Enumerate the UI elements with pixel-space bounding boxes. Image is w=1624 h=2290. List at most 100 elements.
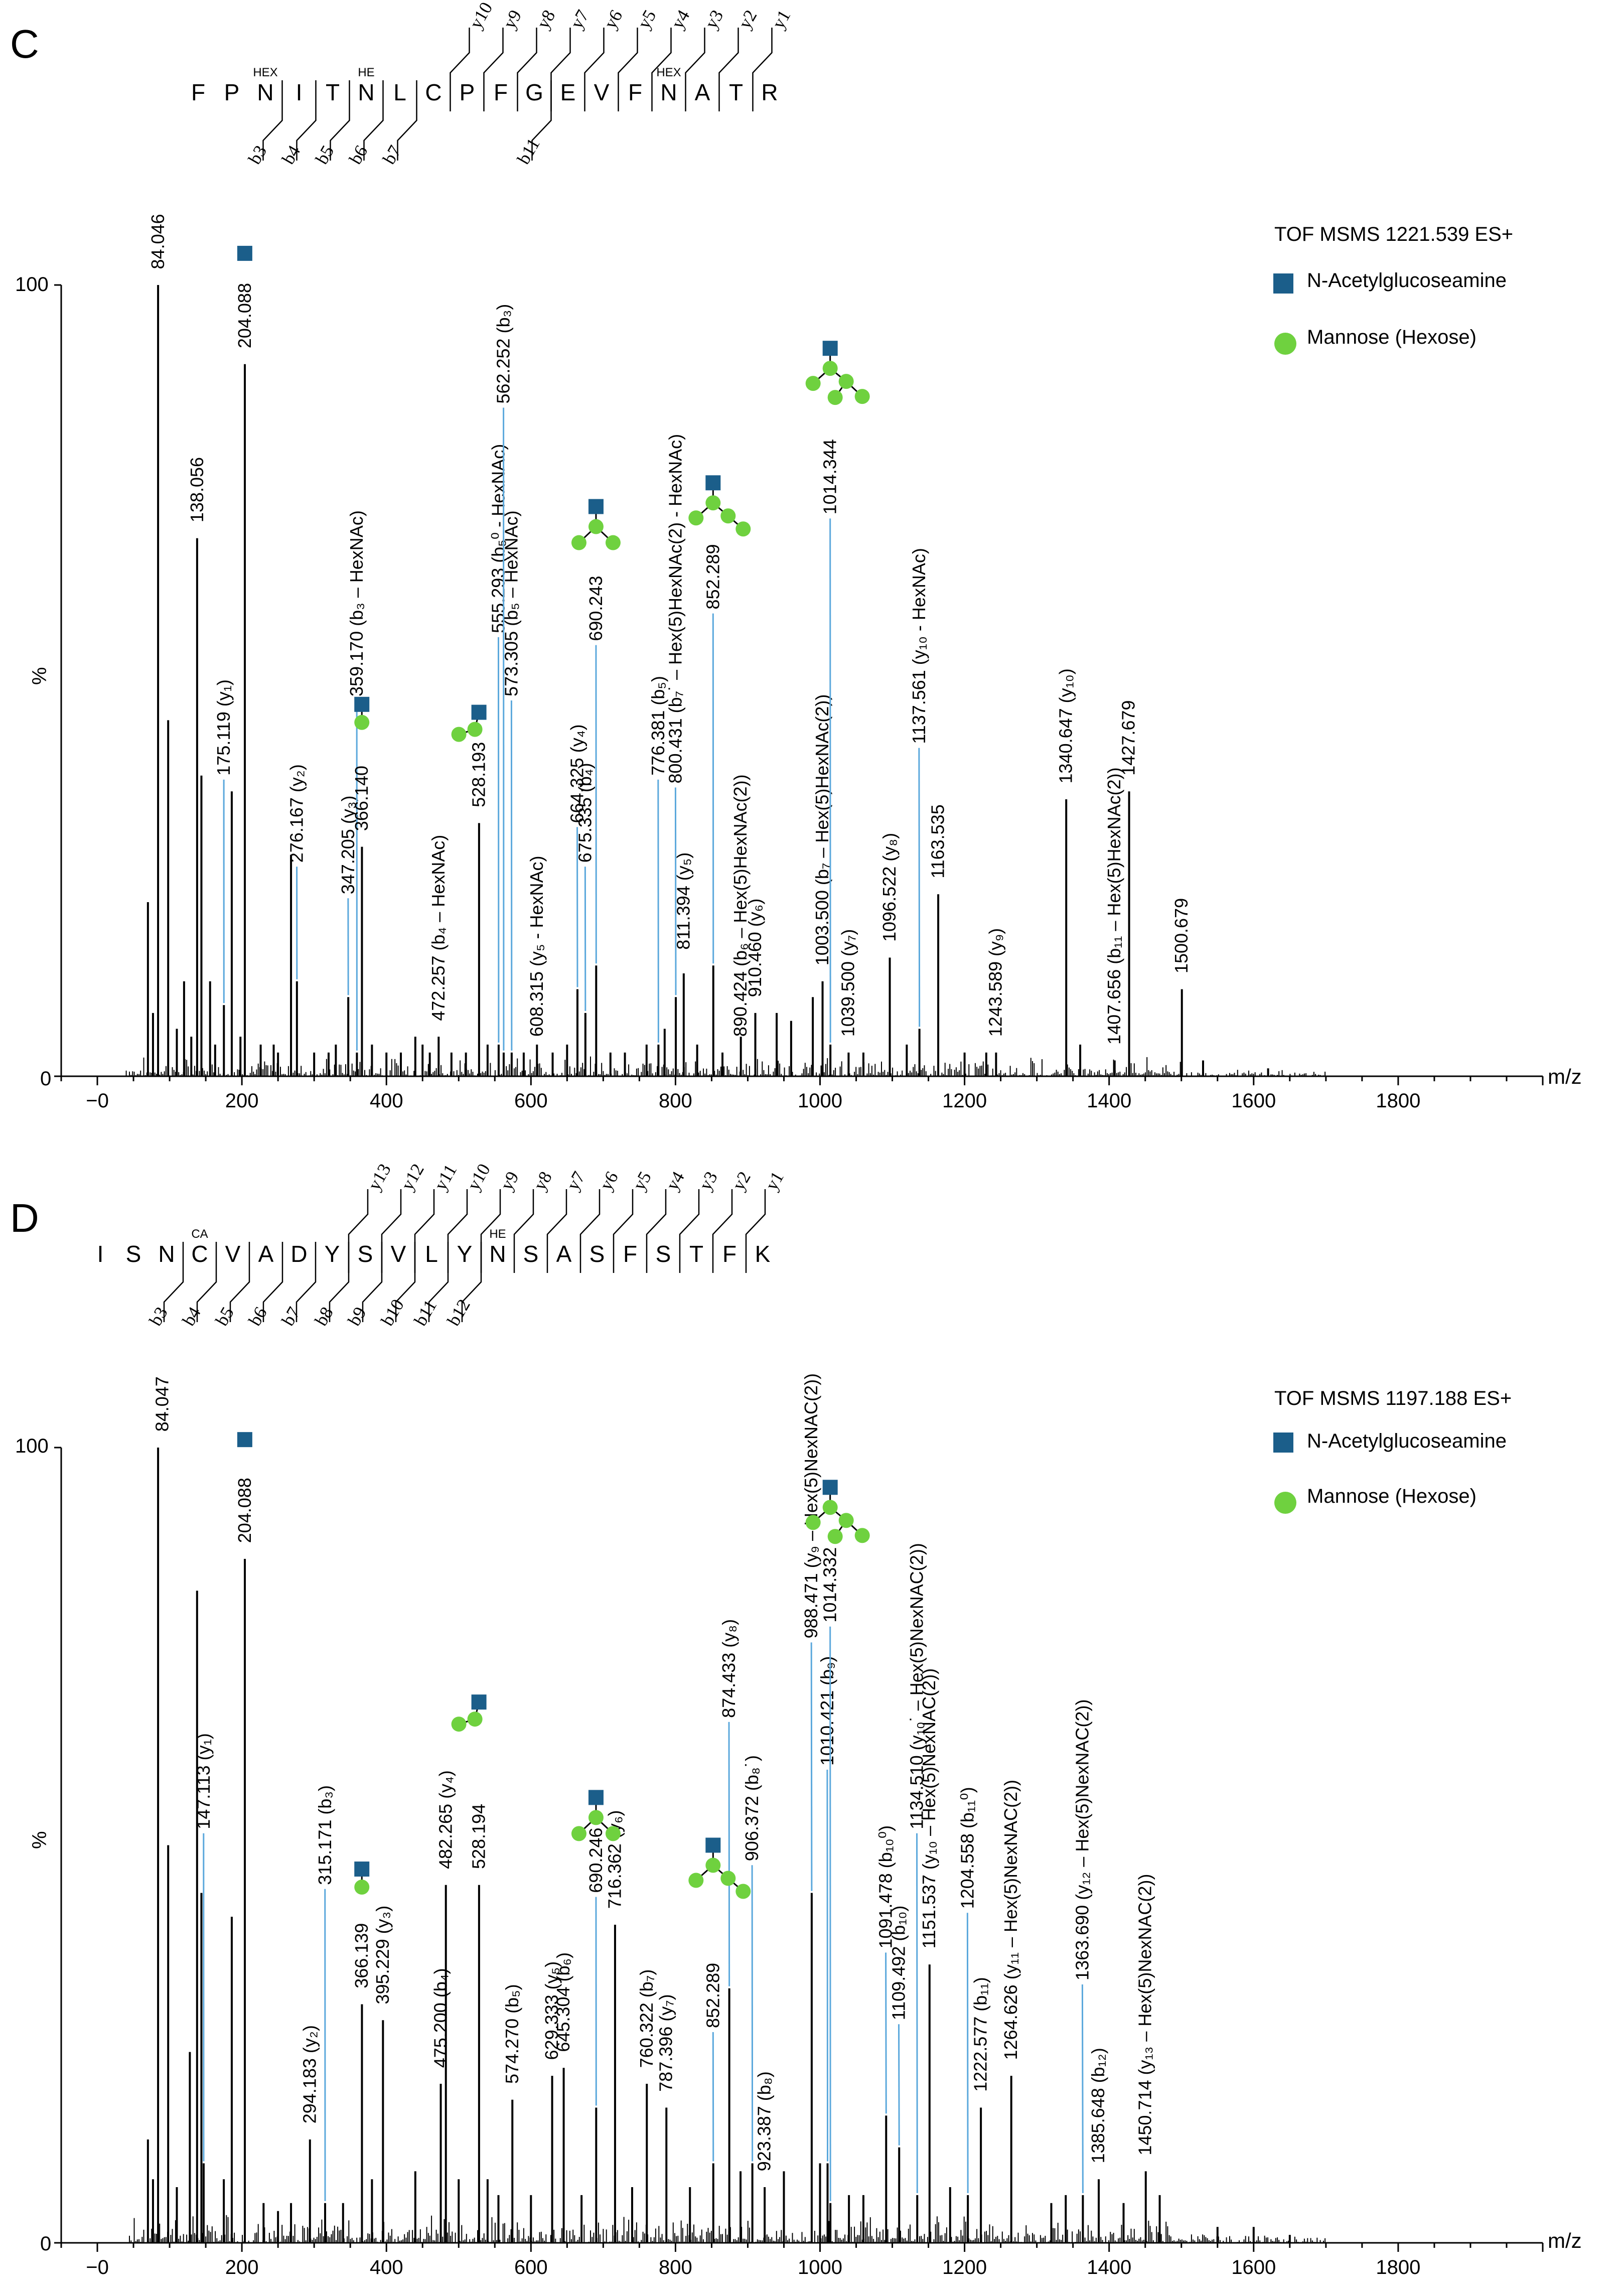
hexose-circle-icon bbox=[605, 535, 621, 550]
peak-label: 1151.537 (y₁₀ – Hex(5)NexNAC(2)) bbox=[919, 1668, 939, 1949]
peak-leader-line bbox=[826, 1769, 829, 2162]
hexnac-square-icon bbox=[1273, 1433, 1293, 1453]
hexose-circle-icon bbox=[720, 508, 736, 524]
peak-leader-line bbox=[751, 1865, 754, 2162]
y-top-label: 100 bbox=[15, 1435, 49, 1457]
y-ion-label: y13 bbox=[364, 1160, 395, 1194]
legend-hexnac-label: N-Acetylglucoseamine bbox=[1307, 1430, 1507, 1452]
x-tick-label: 600 bbox=[514, 2256, 548, 2278]
baseline-noise bbox=[125, 2215, 1326, 2243]
peak-label: 1134.510 (y₁₀˙ – Hex(5)NexNAC(2)) bbox=[907, 1543, 927, 1829]
hexose-circle-icon bbox=[354, 714, 370, 730]
b-ion-bracket bbox=[296, 1242, 317, 1322]
glycan-hexnac-2hex-icon bbox=[451, 1694, 487, 1732]
residue-f: F bbox=[623, 1241, 637, 1267]
residue-n: N bbox=[158, 1241, 175, 1267]
glycan-hexnac-3hex-icon bbox=[571, 499, 621, 550]
b-ion-label: b3 bbox=[145, 1304, 172, 1329]
peak-label: 1340.647 (y₁₀) bbox=[1055, 668, 1076, 783]
x-axis-label: m/z bbox=[1548, 2229, 1582, 2252]
peak-label: 1014.344 bbox=[820, 439, 840, 514]
hexnac-square-icon bbox=[354, 696, 370, 712]
y-ion-bracket bbox=[613, 1189, 634, 1273]
peak-label: 1500.679 bbox=[1171, 898, 1192, 973]
residue-i: I bbox=[296, 79, 303, 105]
peak-label: 874.433 (y₈) bbox=[718, 1619, 739, 1718]
hexnac-square-icon bbox=[354, 1862, 370, 1877]
peak-label: 1204.558 (b₁₁⁰) bbox=[957, 1787, 977, 1909]
b-ion-bracket bbox=[362, 1242, 383, 1322]
x-tick-label: 600 bbox=[514, 1090, 548, 1112]
panel-letter: C bbox=[10, 22, 39, 66]
hexnac-square-icon bbox=[471, 704, 487, 720]
x-tick-label: 1200 bbox=[942, 1090, 987, 1112]
panel-d: D TOF MSMS 1197.188 ES+ N-Acetylglucosea… bbox=[10, 1160, 1582, 2278]
b-ion-label: b11 bbox=[410, 1296, 440, 1329]
hexose-circle-icon bbox=[822, 1500, 838, 1515]
hexose-circle-icon bbox=[588, 1810, 604, 1825]
b-ion-bracket bbox=[397, 80, 417, 161]
glycan-hexnac-4hex-icon bbox=[688, 1837, 751, 1899]
b-ion-bracket bbox=[395, 1242, 416, 1322]
modification-label: CA bbox=[191, 1227, 208, 1241]
peak-label: 294.183 (y₂) bbox=[300, 2025, 320, 2123]
peak-label: 366.140 bbox=[351, 766, 372, 831]
peak-leader-line bbox=[966, 1913, 969, 2193]
panel-letter: D bbox=[10, 1196, 39, 1240]
hexnac-square-icon bbox=[588, 499, 604, 514]
peak-label: 852.289 bbox=[702, 1963, 723, 2028]
b-ion-label: b4 bbox=[178, 1304, 205, 1329]
peak-label: 1264.626 (y₁₁ – Hex(5)NexNAC(2)) bbox=[1000, 1780, 1021, 2060]
glycan-hexnac-icon bbox=[237, 1432, 252, 1448]
b-ion-label: b4 bbox=[278, 142, 305, 168]
peak-label: 1243.589 (y₉) bbox=[985, 928, 1006, 1037]
hexnac-square-icon bbox=[1273, 273, 1293, 294]
peak-label: 906.372 (b₈˙) bbox=[742, 1755, 762, 1861]
hexose-circle-icon bbox=[588, 519, 604, 534]
hexose-circle-icon bbox=[838, 374, 854, 389]
b-ion-label: b6 bbox=[244, 1304, 271, 1329]
b-ion-label: b9 bbox=[344, 1304, 370, 1329]
glycan-hexnac-hex-icon bbox=[354, 696, 370, 730]
x-tick-label: 1000 bbox=[798, 1090, 842, 1112]
peak-label: 1039.500 (y₇) bbox=[838, 929, 858, 1037]
peak-label: 84.047 bbox=[152, 1376, 173, 1432]
hexose-circle-icon bbox=[827, 390, 843, 405]
peak-label: 573.305 (b₅ – HexNAc) bbox=[501, 510, 521, 696]
hexose-circle-icon bbox=[605, 1826, 621, 1841]
peak-label: 395.229 (y₃) bbox=[372, 1906, 393, 2005]
peak-label: 315.171 (b₃) bbox=[315, 1785, 335, 1885]
residue-k: K bbox=[755, 1241, 771, 1267]
peak-label: 1091.478 (b₁₀⁰) bbox=[875, 1825, 896, 1949]
peak-label: 574.270 (b₅) bbox=[502, 1984, 522, 2084]
b-ion-bracket bbox=[363, 80, 384, 161]
b-ion-label: b11 bbox=[513, 134, 544, 168]
hexose-circle-icon bbox=[571, 535, 586, 550]
b-ion-bracket bbox=[163, 1242, 184, 1322]
peak-label: 690.243 bbox=[585, 576, 606, 641]
spectrum-header: TOF MSMS 1221.539 ES+ bbox=[1274, 223, 1513, 245]
peak-leader-line bbox=[898, 2024, 900, 2145]
modification-label: HE bbox=[358, 66, 374, 79]
glycan-hexnac-icon bbox=[237, 245, 252, 261]
residue-t: T bbox=[729, 79, 743, 105]
y-ion-bracket bbox=[712, 1189, 733, 1273]
residue-v: V bbox=[225, 1241, 241, 1267]
x-tick-label: 1200 bbox=[942, 2256, 987, 2278]
hexose-circle-icon bbox=[467, 1711, 483, 1727]
peak-leader-line bbox=[885, 1952, 887, 2114]
b-ion-label: b8 bbox=[311, 1304, 337, 1329]
y-ion-label: y10 bbox=[466, 0, 497, 32]
y-ion-bracket bbox=[651, 28, 672, 111]
peak-leader-line bbox=[674, 787, 677, 995]
hexose-circle-icon bbox=[354, 1880, 370, 1895]
y-ion-bracket bbox=[752, 28, 773, 111]
y-ion-bracket bbox=[517, 28, 537, 111]
peak-label: 787.396 (y₇) bbox=[656, 1994, 676, 2091]
x-tick-label: 800 bbox=[659, 1090, 692, 1112]
y-ion-bracket bbox=[584, 28, 605, 111]
b-ion-bracket bbox=[428, 1242, 449, 1322]
hexose-circle-icon bbox=[827, 1529, 843, 1544]
residue-a: A bbox=[556, 1241, 572, 1267]
peak-label: 988.471 (y₉ – Hex(5)NexNAC(2)) bbox=[801, 1373, 821, 1638]
